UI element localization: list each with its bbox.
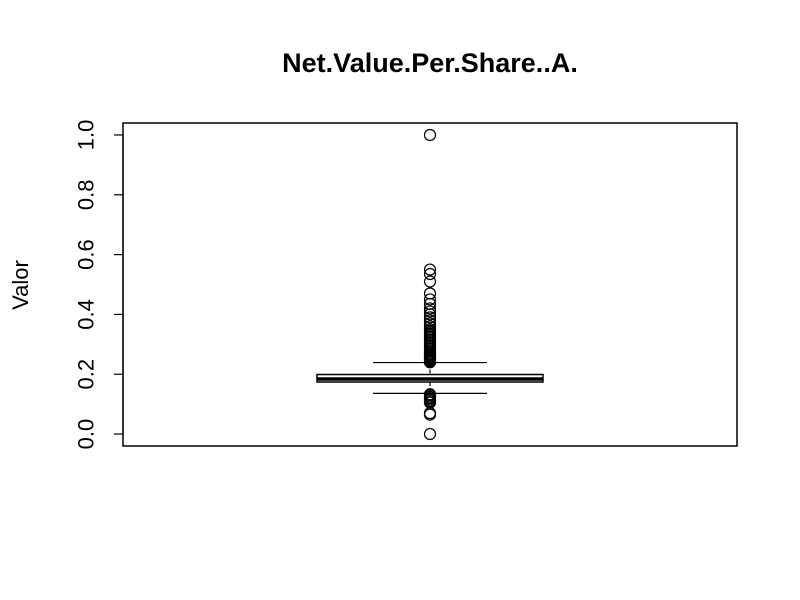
y-tick-label: 0.6 [74,239,99,270]
outlier-points [423,128,437,441]
y-tick-label: 0.0 [74,419,99,450]
outlier-point [423,263,437,276]
chart-title: Net.Value.Per.Share..A. [282,48,578,78]
outlier-point [423,317,437,330]
y-tick-label: 0.2 [74,359,99,390]
outlier-point [423,128,437,142]
y-tick-label: 0.8 [74,179,99,210]
y-tick-label: 1.0 [74,120,99,151]
y-tick-label: 0.4 [74,299,99,330]
y-axis: 0.0 0.2 0.4 0.6 0.8 1.0 [74,120,124,450]
outlier-point [423,427,437,441]
y-axis-label: Valor [8,260,33,310]
outlier-point [423,320,437,333]
outlier-point [423,287,437,300]
outlier-point [423,267,437,281]
outlier-point [423,311,437,324]
outlier-point [423,275,437,288]
outlier-point [423,314,437,327]
outlier-point [423,305,437,318]
outlier-point [423,293,437,306]
outlier-point [423,302,437,315]
outlier-point [423,323,437,336]
outlier-point [423,388,437,401]
